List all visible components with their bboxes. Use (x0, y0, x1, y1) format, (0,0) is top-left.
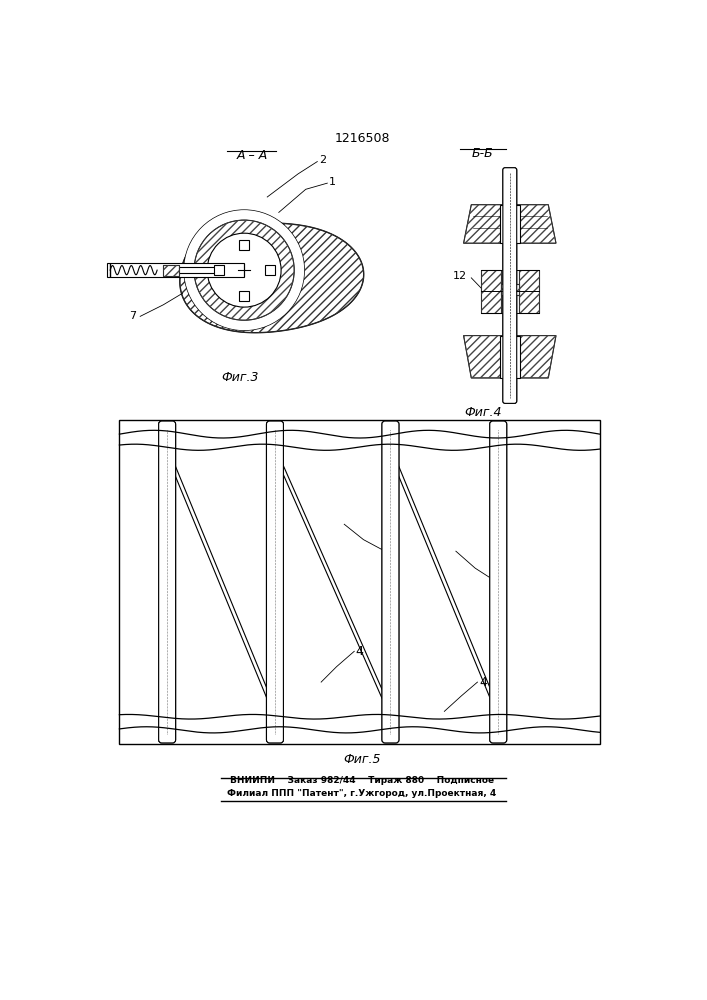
Text: Фиг.4: Фиг.4 (464, 406, 501, 419)
Text: 3: 3 (387, 545, 395, 558)
Text: 12: 12 (452, 271, 467, 281)
Bar (163, 265, 180, 276)
FancyBboxPatch shape (267, 421, 284, 743)
FancyBboxPatch shape (382, 421, 399, 743)
Bar (501, 284, 511, 295)
Bar (180, 267, 218, 273)
Polygon shape (464, 336, 556, 378)
Text: Фиг.3: Фиг.3 (221, 371, 259, 384)
Bar (239, 291, 249, 301)
Text: А – А: А – А (236, 149, 267, 162)
Bar (119, 420, 600, 744)
Bar (214, 265, 223, 275)
Circle shape (184, 210, 304, 330)
Bar (481, 270, 501, 312)
Bar (508, 284, 519, 295)
Bar (264, 265, 274, 275)
Text: 1216508: 1216508 (334, 132, 390, 145)
Text: 4: 4 (356, 645, 363, 658)
Polygon shape (272, 450, 393, 714)
Text: Филиал ППП "Патент", г.Ужгород, ул.Проектная, 4: Филиал ППП "Патент", г.Ужгород, ул.Проек… (228, 789, 496, 798)
Bar (500, 205, 520, 243)
Bar (481, 270, 501, 312)
Bar (519, 270, 539, 312)
Text: 3: 3 (498, 576, 506, 588)
Text: 4: 4 (479, 676, 487, 689)
FancyBboxPatch shape (267, 421, 284, 743)
Polygon shape (388, 450, 501, 714)
Bar (163, 265, 180, 276)
Circle shape (194, 220, 294, 320)
FancyBboxPatch shape (503, 168, 517, 403)
FancyBboxPatch shape (503, 168, 517, 403)
Bar (239, 240, 249, 250)
FancyBboxPatch shape (490, 421, 507, 743)
FancyBboxPatch shape (158, 421, 175, 743)
Polygon shape (165, 450, 277, 714)
FancyBboxPatch shape (158, 421, 175, 743)
Text: ВНИИПИ    Заказ 982/44    Тираж 880    Подписное: ВНИИПИ Заказ 982/44 Тираж 880 Подписное (230, 776, 494, 785)
Bar (107, 263, 244, 277)
Polygon shape (180, 223, 363, 333)
Circle shape (207, 233, 281, 307)
Bar (501, 284, 511, 295)
Circle shape (184, 210, 304, 330)
Text: Фиг.5: Фиг.5 (343, 753, 380, 766)
Text: 7: 7 (129, 311, 136, 321)
Bar (519, 270, 539, 312)
Text: 2: 2 (320, 155, 327, 165)
Bar (508, 284, 519, 295)
FancyBboxPatch shape (382, 421, 399, 743)
Text: 1: 1 (329, 177, 336, 187)
Text: Б-Б: Б-Б (472, 147, 493, 160)
Bar (500, 336, 520, 378)
FancyBboxPatch shape (490, 421, 507, 743)
Polygon shape (464, 205, 556, 243)
